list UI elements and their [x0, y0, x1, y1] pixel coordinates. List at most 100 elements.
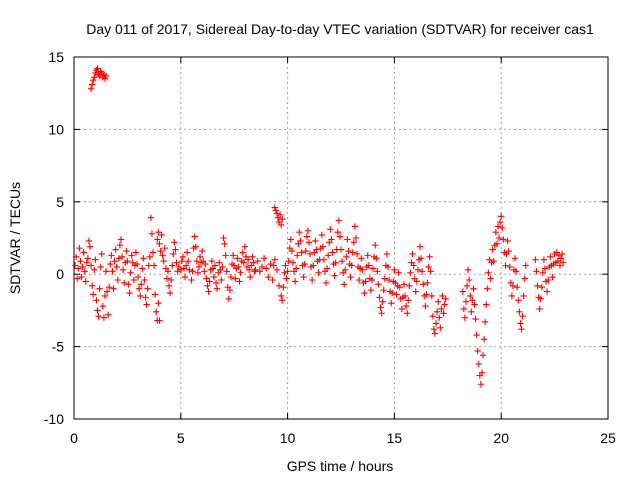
data-point	[92, 256, 99, 263]
data-point	[282, 262, 289, 269]
data-point	[381, 275, 388, 282]
data-point	[517, 320, 524, 327]
data-point	[219, 263, 226, 271]
data-point	[271, 256, 278, 263]
data-point	[380, 286, 387, 294]
data-point	[433, 308, 441, 316]
data-point	[439, 292, 446, 300]
data-point	[511, 255, 519, 262]
data-point	[208, 257, 215, 265]
data-point	[273, 266, 281, 274]
data-point	[198, 247, 206, 255]
data-point	[91, 266, 98, 274]
data-point	[558, 250, 566, 258]
data-point	[104, 311, 112, 318]
data-point	[82, 278, 89, 285]
data-point	[365, 262, 372, 269]
data-point	[179, 253, 187, 261]
data-point	[232, 275, 239, 282]
data-point	[155, 229, 162, 236]
data-point	[223, 268, 230, 275]
data-point	[302, 247, 309, 255]
data-point	[279, 297, 286, 304]
data-point	[196, 253, 204, 261]
data-point	[541, 265, 549, 272]
data-point	[186, 266, 193, 274]
data-point	[423, 291, 430, 298]
data-point	[467, 292, 474, 300]
x-tick-labels: 0 5 10 15 20 25	[70, 430, 616, 446]
data-point	[275, 282, 283, 289]
data-point	[556, 262, 564, 269]
data-point	[107, 260, 114, 268]
data-point	[369, 265, 377, 272]
data-point	[119, 266, 127, 274]
data-point	[101, 75, 109, 82]
data-point	[124, 257, 131, 265]
y-axis-label: SDTVAR / TECUs	[7, 182, 23, 294]
data-point	[98, 250, 105, 258]
data-point	[155, 299, 162, 307]
data-point	[495, 234, 503, 242]
data-point	[425, 263, 432, 271]
data-point	[254, 257, 261, 265]
data-point	[153, 308, 160, 316]
data-point	[116, 242, 124, 249]
data-point	[84, 255, 92, 262]
data-point	[489, 246, 496, 253]
data-point	[147, 214, 155, 221]
data-point	[281, 269, 288, 276]
data-point	[294, 252, 301, 259]
data-point	[165, 282, 173, 289]
data-point	[306, 250, 314, 258]
axis-ticks	[73, 56, 609, 420]
data-point	[368, 276, 376, 284]
data-point	[500, 236, 507, 243]
data-point	[236, 278, 243, 285]
data-point	[292, 265, 300, 272]
data-point	[441, 301, 448, 308]
data-point	[108, 252, 115, 259]
data-point	[331, 272, 338, 279]
y-tick-label: 0	[56, 266, 64, 282]
data-point	[204, 282, 211, 289]
data-point	[94, 65, 101, 72]
data-point	[361, 289, 368, 297]
data-point	[256, 268, 264, 275]
data-point	[115, 255, 123, 262]
data-point	[133, 260, 141, 268]
x-tick-label: 10	[280, 430, 296, 446]
data-point	[539, 269, 547, 276]
data-point	[477, 381, 485, 388]
data-point	[544, 276, 552, 284]
data-point	[348, 262, 355, 269]
data-point	[71, 262, 79, 269]
data-point	[557, 255, 565, 262]
data-point	[141, 276, 148, 284]
data-point	[78, 273, 85, 281]
data-point	[342, 266, 349, 274]
data-point	[97, 68, 104, 75]
data-point	[347, 273, 354, 281]
data-point	[514, 284, 521, 291]
data-point	[298, 249, 305, 256]
data-point	[506, 263, 513, 271]
data-point	[412, 288, 419, 295]
data-point	[414, 266, 422, 274]
data-point	[355, 276, 363, 284]
data-point	[234, 255, 241, 262]
data-point	[81, 268, 88, 275]
data-point	[102, 72, 110, 80]
data-point	[375, 281, 382, 288]
data-point	[277, 292, 285, 300]
data-point	[353, 250, 361, 258]
data-point	[135, 285, 143, 292]
data-point	[465, 276, 473, 284]
data-point	[77, 257, 84, 265]
data-point	[85, 237, 93, 245]
data-point	[417, 255, 425, 262]
data-point	[440, 310, 447, 317]
data-point	[140, 255, 147, 262]
x-tick-label: 20	[493, 430, 509, 446]
